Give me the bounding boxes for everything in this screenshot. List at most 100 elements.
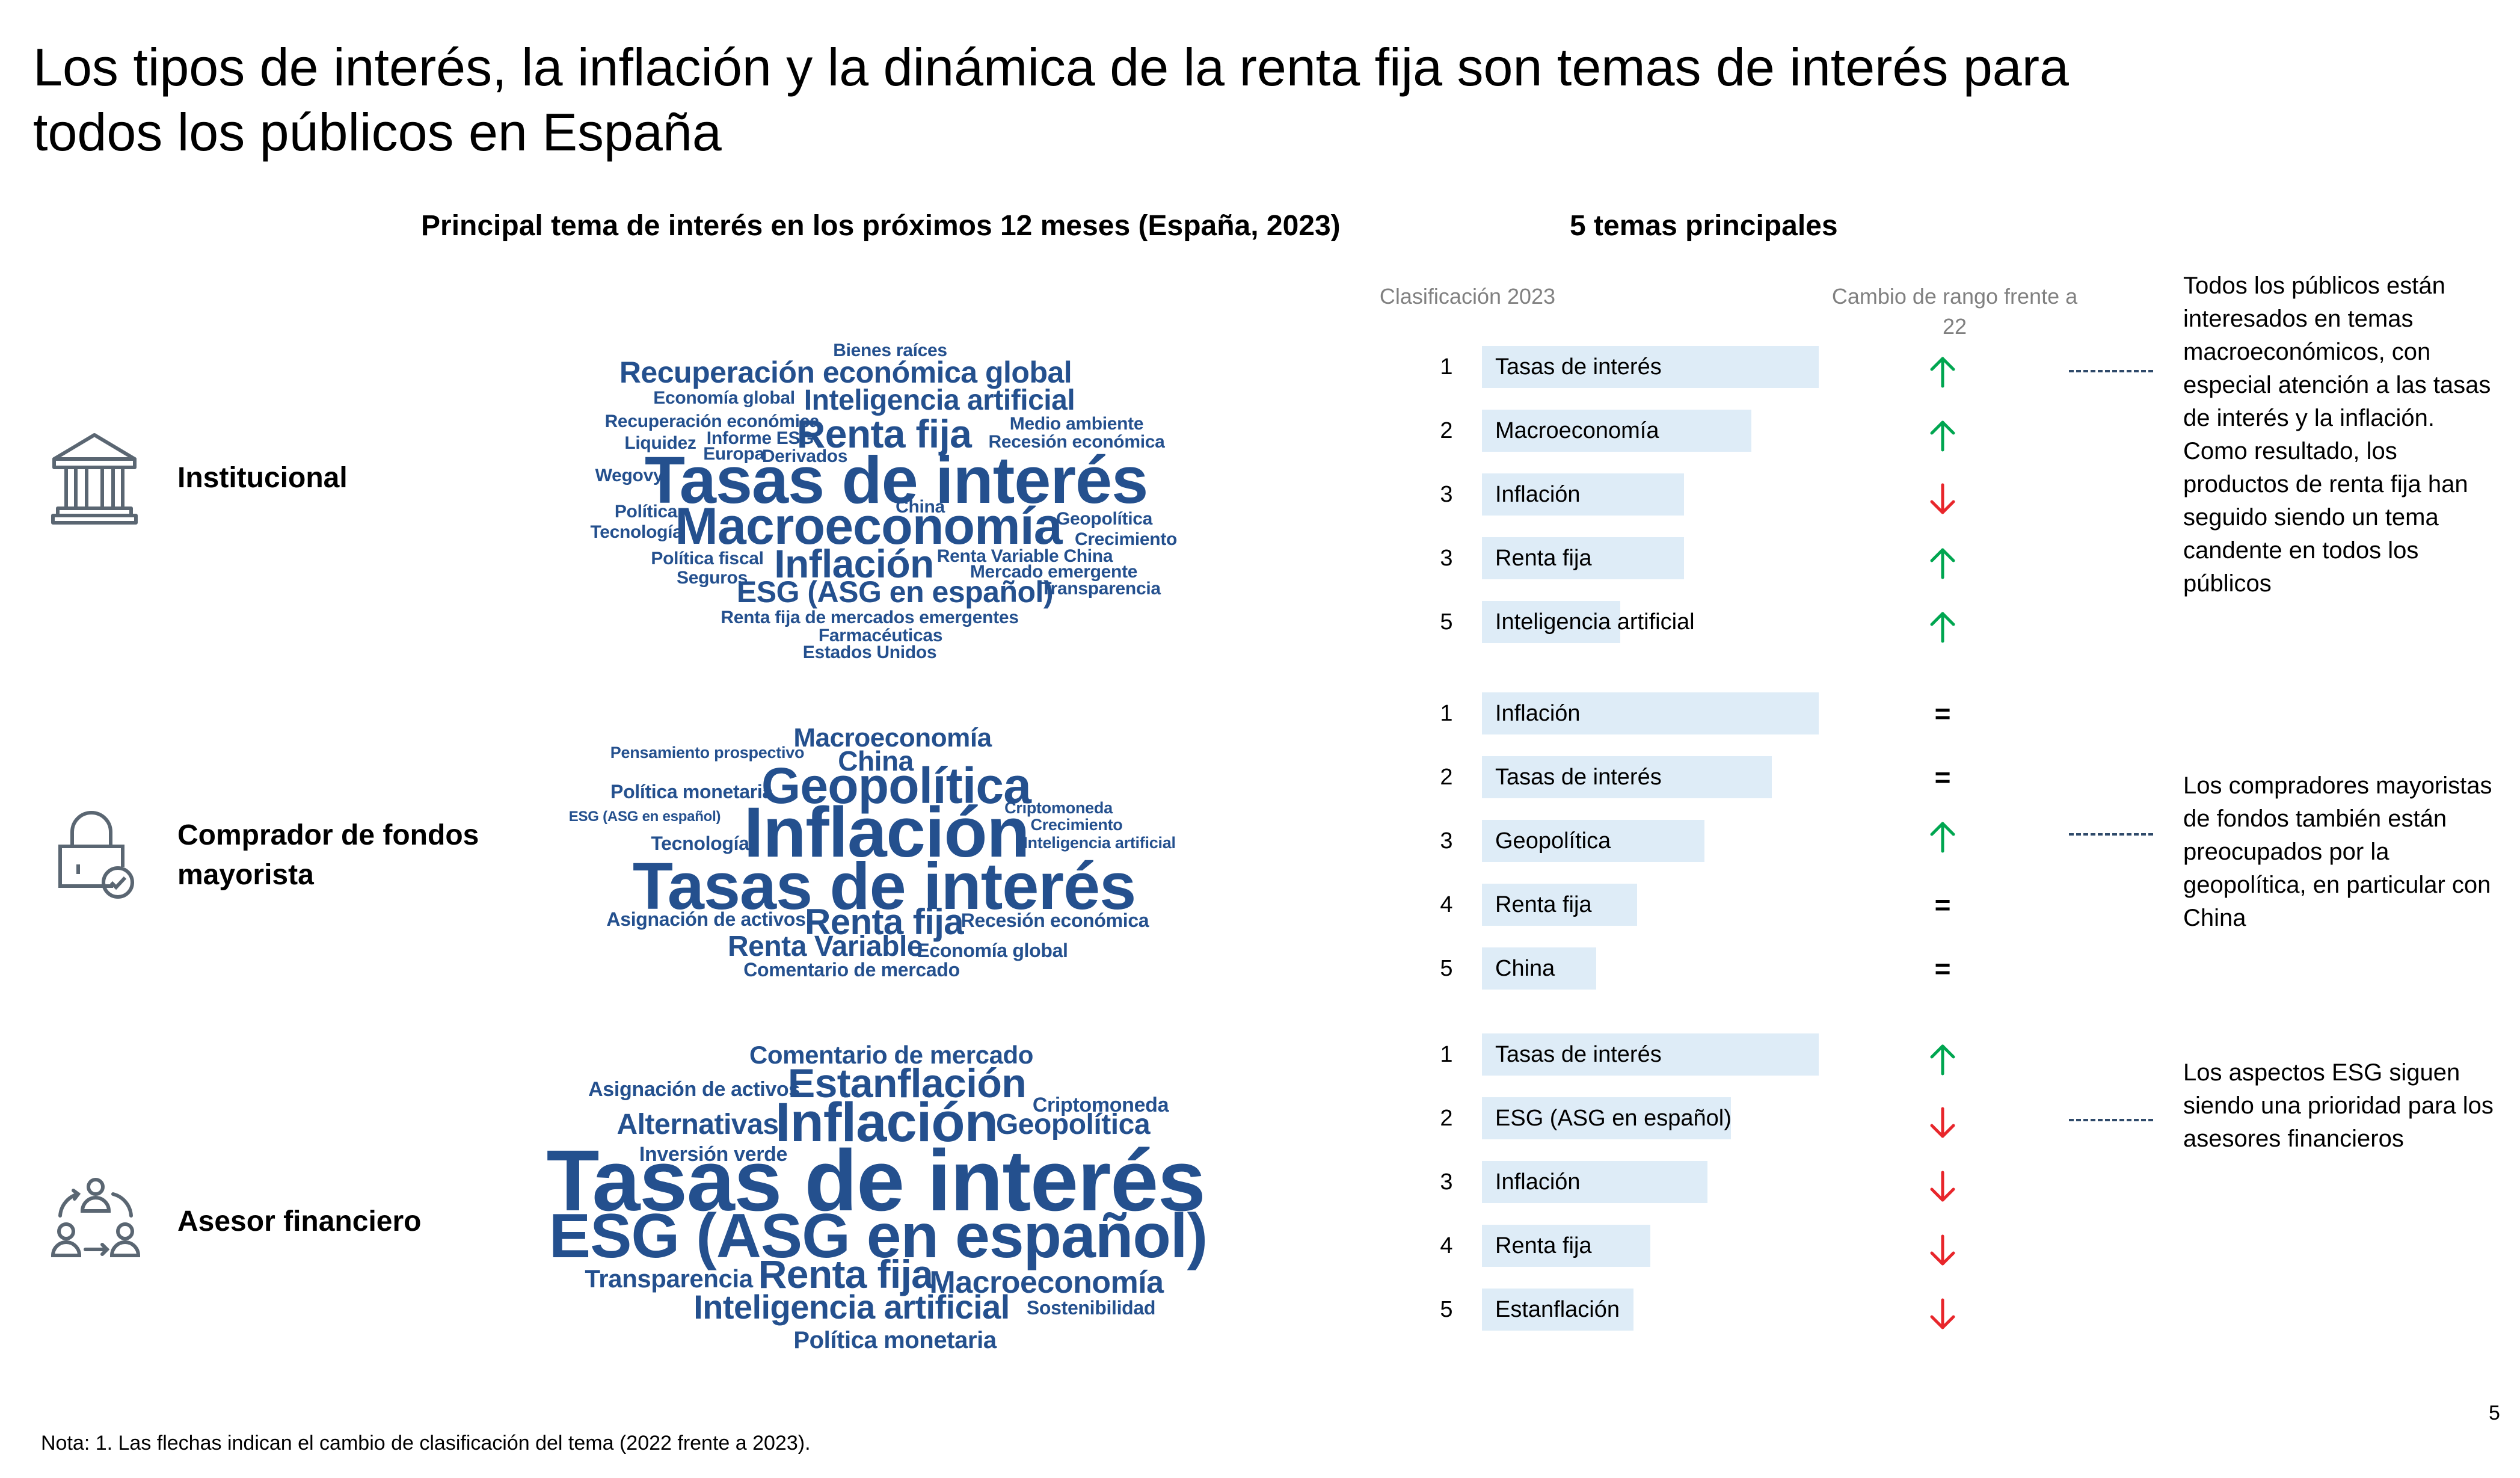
rank-topic: Renta fija xyxy=(1495,546,1592,571)
cloud-word: Recesión económica xyxy=(988,432,1165,452)
cloud-word: Inversión verde xyxy=(639,1143,788,1166)
rank-bar xyxy=(1482,884,1637,926)
cloud-word: Pensamiento prospectivo xyxy=(610,744,805,762)
cloud-word: Criptomoneda xyxy=(1004,799,1113,817)
cloud-word: Política fiscal xyxy=(651,549,764,568)
arrow-down-icon xyxy=(1922,482,1964,525)
rank-topic: Inflación xyxy=(1495,1169,1581,1195)
cloud-word: Transparencia xyxy=(1040,579,1161,599)
footnote: Nota: 1. Las flechas indican el cambio d… xyxy=(41,1432,811,1455)
arrow-up-icon xyxy=(1922,820,1964,862)
cloud-word: Comentario de mercado xyxy=(743,959,960,981)
rank-bar xyxy=(1482,1161,1707,1203)
cloud-word: Recuperación económica global xyxy=(619,356,1072,389)
equal-sign: = xyxy=(1934,762,1951,793)
cloud-word: Geopolítica xyxy=(761,757,1031,814)
cloud-word: Recuperación económica xyxy=(604,411,820,431)
cloud-word: Medio ambiente xyxy=(1009,414,1144,434)
audience-label-institutional: Institucional xyxy=(177,462,348,494)
rank-topic: China xyxy=(1495,956,1555,981)
cloud-word: Geopolítica xyxy=(1056,509,1153,529)
equal-sign: = xyxy=(1934,698,1951,729)
cloud-word: Estanflación xyxy=(787,1061,1027,1106)
rank-topic: Tasas de interés xyxy=(1495,1042,1662,1067)
cloud-word: Inflación xyxy=(775,1092,998,1153)
rank-bar xyxy=(1482,410,1751,452)
cloud-word: ESG (ASG en español) xyxy=(568,808,721,825)
rank-bar xyxy=(1482,537,1684,579)
insight-wholesale: Los compradores mayoristas de fondos tam… xyxy=(2183,772,2492,931)
cloud-word: Inflación xyxy=(743,793,1030,872)
cloud-word: Geopolítica xyxy=(995,1109,1151,1141)
arrow-up-icon xyxy=(1922,419,1964,461)
rank-topic: Renta fija xyxy=(1495,892,1592,917)
cloud-word: Derivados xyxy=(761,446,848,466)
rank-number: 4 xyxy=(1440,892,1453,917)
cloud-word: Política xyxy=(614,502,678,522)
rank-bar xyxy=(1482,473,1684,516)
cloud-word: Macroeconomía xyxy=(793,723,992,753)
cloud-word: Renta Variable China xyxy=(936,546,1113,566)
audience-label-advisor: Asesor financiero xyxy=(177,1205,422,1237)
rank-number: 2 xyxy=(1440,765,1453,790)
cloud-word: Inteligencia artificial xyxy=(1023,834,1176,852)
rank-number: 3 xyxy=(1440,828,1453,854)
rank-topic: Estanflación xyxy=(1495,1297,1620,1322)
cloud-word: Mercado emergente xyxy=(970,562,1138,582)
rank-number: 3 xyxy=(1440,546,1453,571)
cloud-word: Macroeconomía xyxy=(675,497,1062,555)
cloud-word: Economía global xyxy=(917,940,1068,961)
rank-topic: ESG (ASG en español) xyxy=(1495,1106,1732,1131)
rank-change-indicator: = xyxy=(1922,884,1964,926)
rank-topic: Tasas de interés xyxy=(1495,354,1662,380)
rank-topic: Inflación xyxy=(1495,482,1581,507)
rank-topic: Inflación xyxy=(1495,701,1581,726)
top5-title: 5 temas principales xyxy=(1570,210,1838,242)
equal-sign: = xyxy=(1934,953,1951,984)
cloud-word: Farmacéuticas xyxy=(818,626,943,645)
cloud-word: Asignación de activos xyxy=(606,908,806,930)
rank-bar xyxy=(1482,1033,1819,1076)
rank-number: 4 xyxy=(1440,1233,1453,1258)
word-cloud-title: Principal tema de interés en los próximo… xyxy=(421,210,1341,242)
cloud-word: Renta fija xyxy=(804,902,964,942)
rank-bar xyxy=(1482,820,1704,862)
rank-change-indicator: = xyxy=(1922,947,1964,990)
page-number: 5 xyxy=(2489,1402,2500,1424)
rank-number: 1 xyxy=(1440,701,1453,726)
arrow-down-icon xyxy=(1922,1298,1964,1340)
rank-bar xyxy=(1482,692,1819,734)
rank-column-header: Clasificación 2023 xyxy=(1379,284,1556,309)
insight-advisor: Los aspectos ESG siguen siendo una prior… xyxy=(2183,1059,2494,1152)
arrow-down-icon xyxy=(1922,1170,1964,1212)
cloud-word: ESG (ASG en español) xyxy=(736,575,1054,609)
page-title: Los tipos de interés, la inflación y la … xyxy=(33,37,2069,162)
cloud-word: Renta fija xyxy=(796,411,972,456)
rank-number: 5 xyxy=(1440,1297,1453,1322)
rank-change-indicator: = xyxy=(1922,692,1964,734)
cloud-word: Sostenibilidad xyxy=(1026,1297,1156,1319)
cloud-word: Crecimiento xyxy=(1030,816,1123,834)
rank-bar xyxy=(1482,947,1596,990)
rank-bar xyxy=(1482,601,1620,643)
rank-bar xyxy=(1482,1097,1731,1139)
cloud-word: Alternativas xyxy=(616,1109,779,1141)
cloud-word: Tecnología xyxy=(590,522,683,542)
cloud-word: China xyxy=(838,745,914,777)
cloud-word: Asignación de activos xyxy=(588,1078,800,1101)
arrow-down-icon xyxy=(1922,1234,1964,1276)
cloud-word: Tasas de interés xyxy=(644,443,1148,517)
rank-number: 1 xyxy=(1440,354,1453,380)
lock-check-icon xyxy=(55,809,137,899)
rank-number: 3 xyxy=(1440,1169,1453,1195)
arrow-up-icon xyxy=(1922,546,1964,588)
rank-bar xyxy=(1482,756,1772,798)
rank-number: 1 xyxy=(1440,1042,1453,1067)
cloud-word: Renta fija xyxy=(758,1252,933,1296)
rank-number: 5 xyxy=(1440,956,1453,981)
cloud-word: Seguros xyxy=(677,568,748,588)
rank-number: 5 xyxy=(1440,609,1453,635)
connector-line xyxy=(2069,833,2153,836)
cloud-word: Inteligencia artificial xyxy=(804,384,1075,416)
rank-number: 2 xyxy=(1440,418,1453,443)
